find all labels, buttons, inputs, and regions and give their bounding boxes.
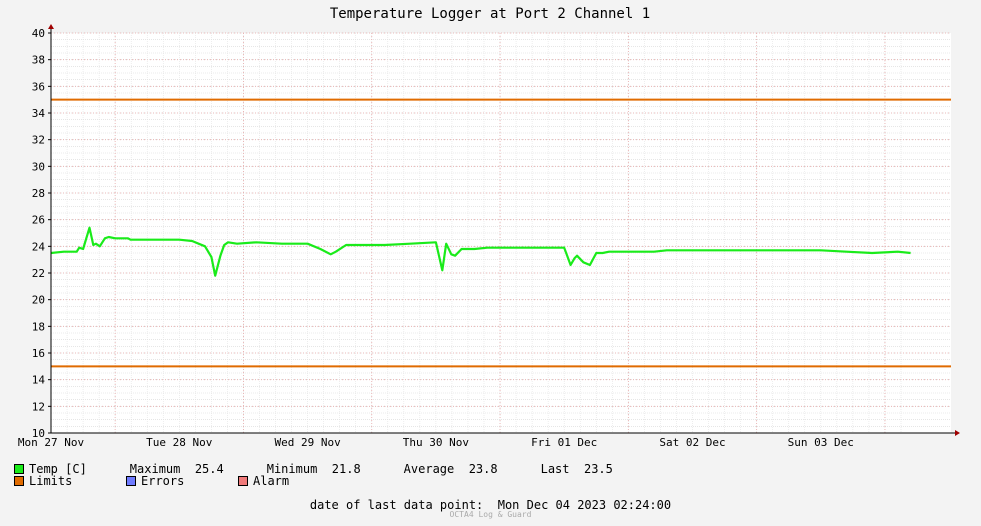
legend-errors-label: Errors: [141, 474, 185, 488]
x-axis-arrow: [955, 430, 960, 436]
legend-alarm: Alarm: [238, 474, 289, 488]
legend-min-label: Minimum: [266, 462, 318, 476]
y-tick-label: 26: [32, 214, 45, 227]
y-tick-label: 34: [32, 107, 46, 120]
x-tick-label: Sun 03 Dec: [788, 436, 854, 449]
y-tick-label: 28: [32, 187, 45, 200]
x-tick-label: Wed 29 Nov: [274, 436, 341, 449]
legend-errors: Errors: [126, 474, 184, 488]
limits-swatch: [14, 476, 24, 486]
y-tick-label: 12: [32, 400, 45, 413]
y-tick-label: 32: [32, 134, 45, 147]
y-tick-label: 36: [32, 80, 45, 93]
legend-max-value: 25.4: [194, 462, 224, 476]
last-data-point: date of last data point: Mon Dec 04 2023…: [0, 498, 981, 512]
legend-last-label: Last: [540, 462, 570, 476]
x-tick-label: Mon 27 Nov: [18, 436, 85, 449]
last-point-label: date of last data point:: [309, 498, 484, 512]
temp-swatch: [14, 464, 24, 474]
last-point-value: Mon Dec 04 2023 02:24:00: [497, 498, 672, 512]
x-tick-label: Thu 30 Nov: [403, 436, 470, 449]
legend-last-value: 23.5: [583, 462, 613, 476]
legend-alarm-label: Alarm: [253, 474, 290, 488]
y-tick-label: 24: [32, 240, 46, 253]
y-tick-label: 40: [32, 27, 45, 40]
watermark: OCTA4 Log & Guard: [449, 510, 532, 519]
legend-max-label: Maximum: [129, 462, 181, 476]
alarm-swatch: [238, 476, 248, 486]
temperature-chart: 10 12 14 16 18 20 22 24 26 28 30 32 34 36 38 40 Mon 27 N…: [18, 6, 960, 449]
errors-swatch: [126, 476, 136, 486]
legend-avg-value: 23.8: [468, 462, 498, 476]
legend-limits-label: Limits: [29, 474, 73, 488]
x-tick-label: Fri 01 Dec: [531, 436, 597, 449]
legend-min-value: 21.8: [331, 462, 361, 476]
chart-title: Temperature Logger at Port 2 Channel 1: [330, 6, 650, 22]
y-tick-label: 22: [32, 267, 45, 280]
legend-temp-label: Temp [C]: [29, 462, 87, 476]
legend-row-2: Limits: [14, 474, 72, 488]
x-tick-label: Tue 28 Nov: [146, 436, 213, 449]
y-tick-label: 18: [32, 320, 45, 333]
y-tick-label: 14: [32, 374, 46, 387]
y-tick-label: 30: [32, 160, 45, 173]
legend-row-1: Temp [C] Maximum 25.4 Minimum 21.8 Average …: [14, 462, 613, 476]
y-tick-label: 20: [32, 294, 45, 307]
y-tick-label: 38: [32, 54, 45, 67]
temperature-series-line: [50, 226, 911, 277]
x-tick-label: Sat 02 Dec: [659, 436, 725, 449]
y-tick-label: 16: [32, 347, 45, 360]
y-axis-arrow: [48, 24, 54, 29]
legend-avg-label: Average: [403, 462, 455, 476]
y-tick-label: 10: [32, 427, 45, 440]
